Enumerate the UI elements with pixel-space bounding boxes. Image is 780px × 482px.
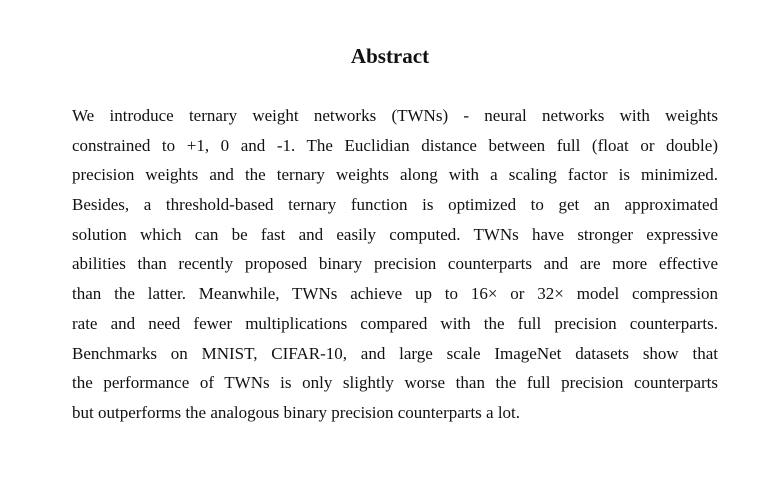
abstract-body: We introduce ternary weight networks (TW… (72, 101, 718, 428)
abstract-line: precision weights and the ternary weight… (72, 165, 718, 185)
abstract-line: solution which can be fast and easily co… (72, 224, 718, 244)
abstract-line: but outperforms the analogous binary pre… (72, 402, 521, 422)
abstract-line: Besides, a threshold-based ternary funct… (72, 195, 718, 215)
abstract-line: abilities than recently proposed binary … (72, 254, 718, 274)
abstract-line: the performance of TWNs is only slightly… (72, 373, 718, 393)
abstract-line: Benchmarks on MNIST, CIFAR-10, and large… (72, 343, 718, 363)
abstract-line: than the latter. Meanwhile, TWNs achieve… (72, 284, 718, 304)
abstract-heading: Abstract (350, 44, 430, 68)
abstract-line: rate and need fewer multiplications comp… (72, 313, 718, 333)
abstract-line: We introduce ternary weight networks (TW… (72, 106, 718, 125)
abstract-line: constrained to +1, 0 and -1. The Euclidi… (72, 135, 718, 155)
